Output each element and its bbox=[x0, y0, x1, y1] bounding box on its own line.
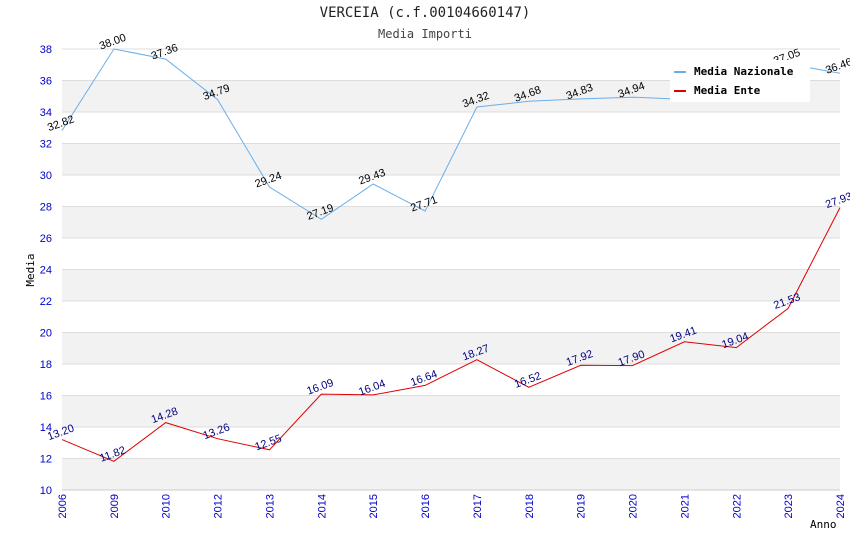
x-tick-label: 2016 bbox=[420, 494, 432, 518]
grid-band bbox=[62, 269, 840, 301]
chart-subtitle: Media Importi bbox=[378, 27, 472, 41]
grid-band bbox=[62, 332, 840, 364]
grid-band bbox=[62, 301, 840, 333]
legend-box bbox=[670, 60, 810, 102]
x-tick-label: 2023 bbox=[783, 494, 795, 518]
y-axis-ticks: 10 12 14 16 18 20 22 24 26 28 30 32 34 36 38 bbox=[40, 44, 52, 497]
grid-band bbox=[62, 206, 840, 238]
y-tick-label: 12 bbox=[40, 454, 52, 466]
y-tick-label: 16 bbox=[40, 391, 52, 403]
x-tick-label: 2015 bbox=[368, 494, 380, 518]
legend-label-nazionale: Media Nazionale bbox=[694, 65, 794, 78]
y-tick-label: 32 bbox=[40, 139, 52, 151]
x-axis-ticks: 2006 2009 2010 2012 2013 2014 2015 2016 2017 2018… bbox=[57, 494, 847, 518]
x-axis-title: Anno bbox=[810, 518, 837, 531]
grid-band bbox=[62, 364, 840, 396]
x-tick-label: 2006 bbox=[57, 494, 69, 518]
y-tick-label: 24 bbox=[40, 265, 52, 277]
x-tick-label: 2014 bbox=[316, 494, 328, 518]
y-tick-label: 30 bbox=[40, 170, 52, 182]
x-tick-label: 2024 bbox=[835, 494, 847, 518]
series-line-ente bbox=[61, 207, 841, 462]
grid-band bbox=[62, 458, 840, 490]
x-tick-label: 2013 bbox=[264, 494, 276, 518]
y-tick-label: 22 bbox=[40, 296, 52, 308]
grid-band bbox=[62, 112, 840, 144]
grid-band bbox=[62, 427, 840, 459]
y-tick-label: 18 bbox=[40, 359, 52, 371]
y-axis-title: Media bbox=[24, 253, 37, 286]
x-tick-label: 2009 bbox=[109, 494, 121, 518]
legend-label-ente: Media Ente bbox=[694, 84, 761, 97]
x-tick-label: 2022 bbox=[731, 494, 743, 518]
chart-title: VERCEIA (c.f.00104660147) bbox=[319, 5, 531, 21]
grid-bands bbox=[62, 48, 840, 491]
y-tick-label: 20 bbox=[40, 328, 52, 340]
y-tick-label: 10 bbox=[40, 485, 52, 497]
y-tick-label: 14 bbox=[40, 422, 52, 434]
y-tick-label: 34 bbox=[40, 107, 52, 119]
y-tick-label: 28 bbox=[40, 202, 52, 214]
grid-band bbox=[62, 395, 840, 427]
x-tick-label: 2021 bbox=[679, 494, 691, 518]
x-tick-label: 2019 bbox=[576, 494, 588, 518]
x-tick-label: 2010 bbox=[161, 494, 173, 518]
x-tick-label: 2018 bbox=[524, 494, 536, 518]
x-tick-label: 2017 bbox=[472, 494, 484, 518]
grid-band bbox=[62, 175, 840, 207]
y-tick-label: 36 bbox=[40, 76, 52, 88]
grid-band bbox=[62, 238, 840, 270]
x-tick-label: 2012 bbox=[213, 494, 225, 518]
y-tick-label: 26 bbox=[40, 233, 52, 245]
legend: Media Nazionale Media Ente bbox=[670, 60, 810, 102]
y-tick-label: 38 bbox=[40, 44, 52, 56]
x-tick-label: 2020 bbox=[628, 494, 640, 518]
